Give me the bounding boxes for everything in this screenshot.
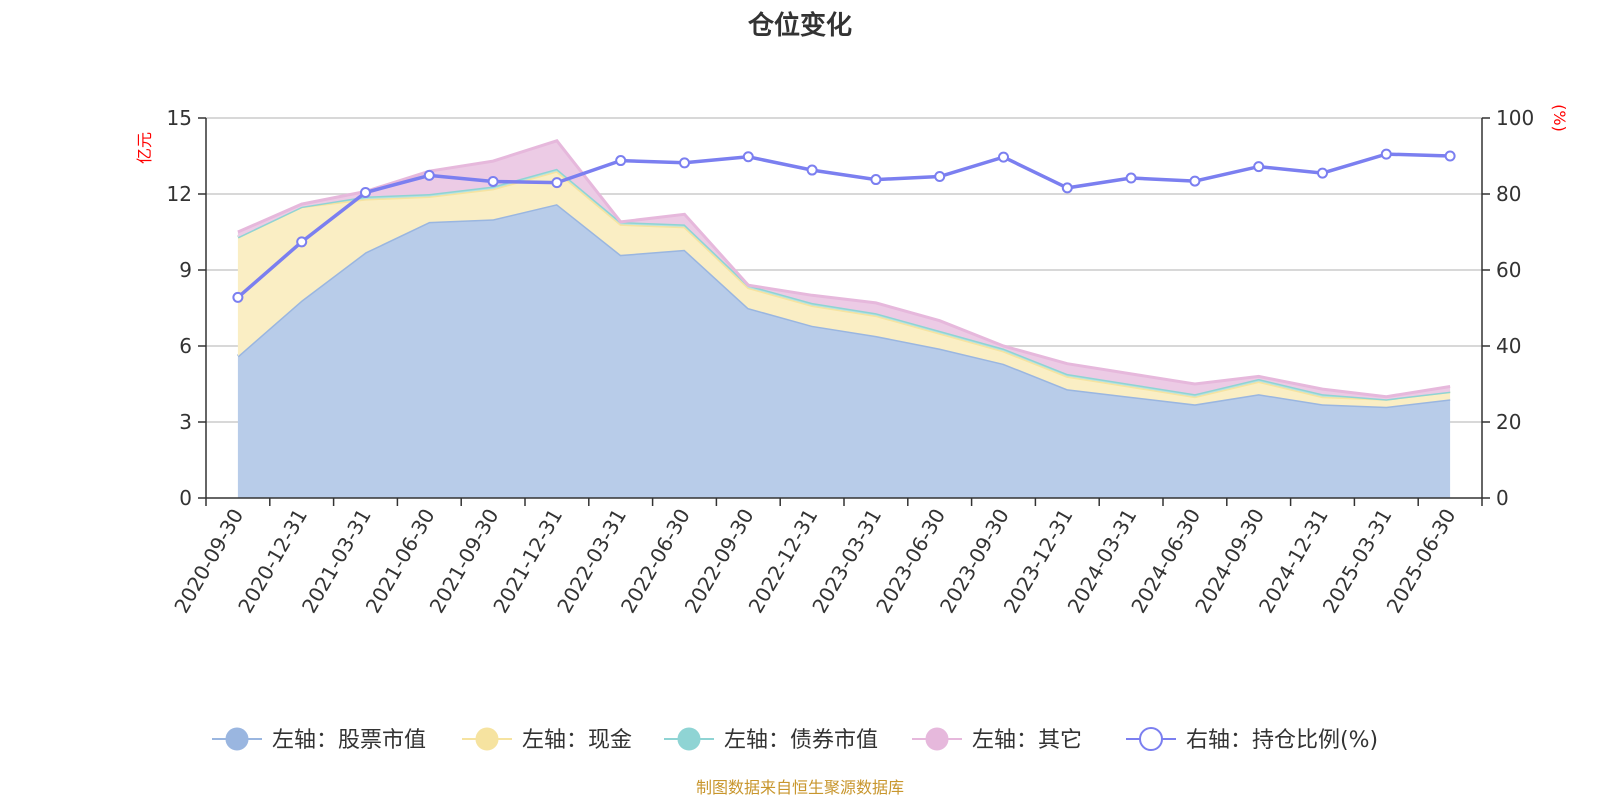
ratio-point bbox=[423, 169, 435, 181]
area-series-1 bbox=[237, 204, 1451, 498]
stacked-areas bbox=[236, 139, 1451, 498]
right-tick-label: 40 bbox=[1496, 334, 1521, 358]
ratio-point bbox=[1189, 175, 1201, 187]
left-tick-label: 3 bbox=[179, 410, 192, 434]
ratio-point bbox=[934, 171, 946, 183]
area-edge-series-4 bbox=[237, 139, 1451, 399]
legend-label: 右轴：持仓比例(%) bbox=[1186, 728, 1378, 753]
ratio-point bbox=[1061, 182, 1073, 194]
ratio-point bbox=[1380, 148, 1392, 160]
left-axis-unit: 亿元 bbox=[135, 132, 154, 164]
legend-item-1[interactable]: 左轴：股票市值 bbox=[212, 727, 426, 753]
legend-marker bbox=[225, 727, 249, 751]
ratio-point bbox=[870, 174, 882, 186]
legend-label: 左轴：股票市值 bbox=[272, 728, 426, 753]
ratio-point bbox=[1444, 150, 1456, 162]
ratio-point bbox=[1253, 161, 1265, 173]
legend-marker bbox=[925, 727, 949, 751]
ratio-point bbox=[1317, 167, 1328, 179]
left-tick-label: 15 bbox=[167, 106, 192, 130]
left-tick-label: 12 bbox=[167, 182, 192, 206]
chart-title: 仓位变化 bbox=[747, 10, 852, 41]
legend-item-5[interactable]: 右轴：持仓比例(%) bbox=[1126, 727, 1378, 753]
ratio-point bbox=[232, 291, 244, 303]
ratio-point bbox=[742, 151, 754, 163]
ratio-point bbox=[360, 186, 371, 198]
ratio-point bbox=[1125, 172, 1137, 184]
data-source: 制图数据来自恒生聚源数据库 bbox=[696, 778, 904, 797]
left-tick-label: 6 bbox=[179, 334, 192, 358]
legend-label: 左轴：债券市值 bbox=[724, 728, 878, 753]
legend-label: 左轴：现金 bbox=[522, 728, 632, 753]
legend-marker bbox=[677, 727, 701, 751]
legend-marker bbox=[1139, 727, 1163, 751]
left-tick-label: 0 bbox=[179, 486, 192, 510]
right-axis-unit: (%) bbox=[1550, 104, 1569, 132]
right-tick-label: 20 bbox=[1496, 410, 1521, 434]
ratio-point bbox=[296, 236, 308, 248]
legend-item-3[interactable]: 左轴：债券市值 bbox=[664, 727, 878, 753]
ratio-point bbox=[806, 164, 818, 176]
ratio-line bbox=[232, 148, 1456, 303]
ratio-point bbox=[615, 155, 627, 167]
ratio-line-path bbox=[236, 152, 1451, 299]
left-tick-label: 9 bbox=[179, 258, 192, 282]
ratio-point bbox=[487, 175, 499, 187]
legend-item-2[interactable]: 左轴：现金 bbox=[462, 727, 632, 753]
ratio-point bbox=[998, 151, 1009, 163]
ratio-point bbox=[679, 157, 690, 169]
legend[interactable]: 左轴：股票市值 左轴：现金 左轴：债券市值 左轴：其它 右轴：持仓比例(%) bbox=[212, 727, 1378, 753]
right-tick-label: 80 bbox=[1496, 182, 1521, 206]
right-tick-label: 60 bbox=[1496, 258, 1521, 282]
legend-item-4[interactable]: 左轴：其它 bbox=[912, 727, 1082, 753]
legend-marker bbox=[475, 727, 499, 751]
right-tick-label: 100 bbox=[1496, 106, 1534, 130]
ratio-point bbox=[551, 177, 563, 189]
legend-label: 左轴：其它 bbox=[972, 728, 1082, 753]
right-tick-label: 0 bbox=[1496, 486, 1509, 510]
